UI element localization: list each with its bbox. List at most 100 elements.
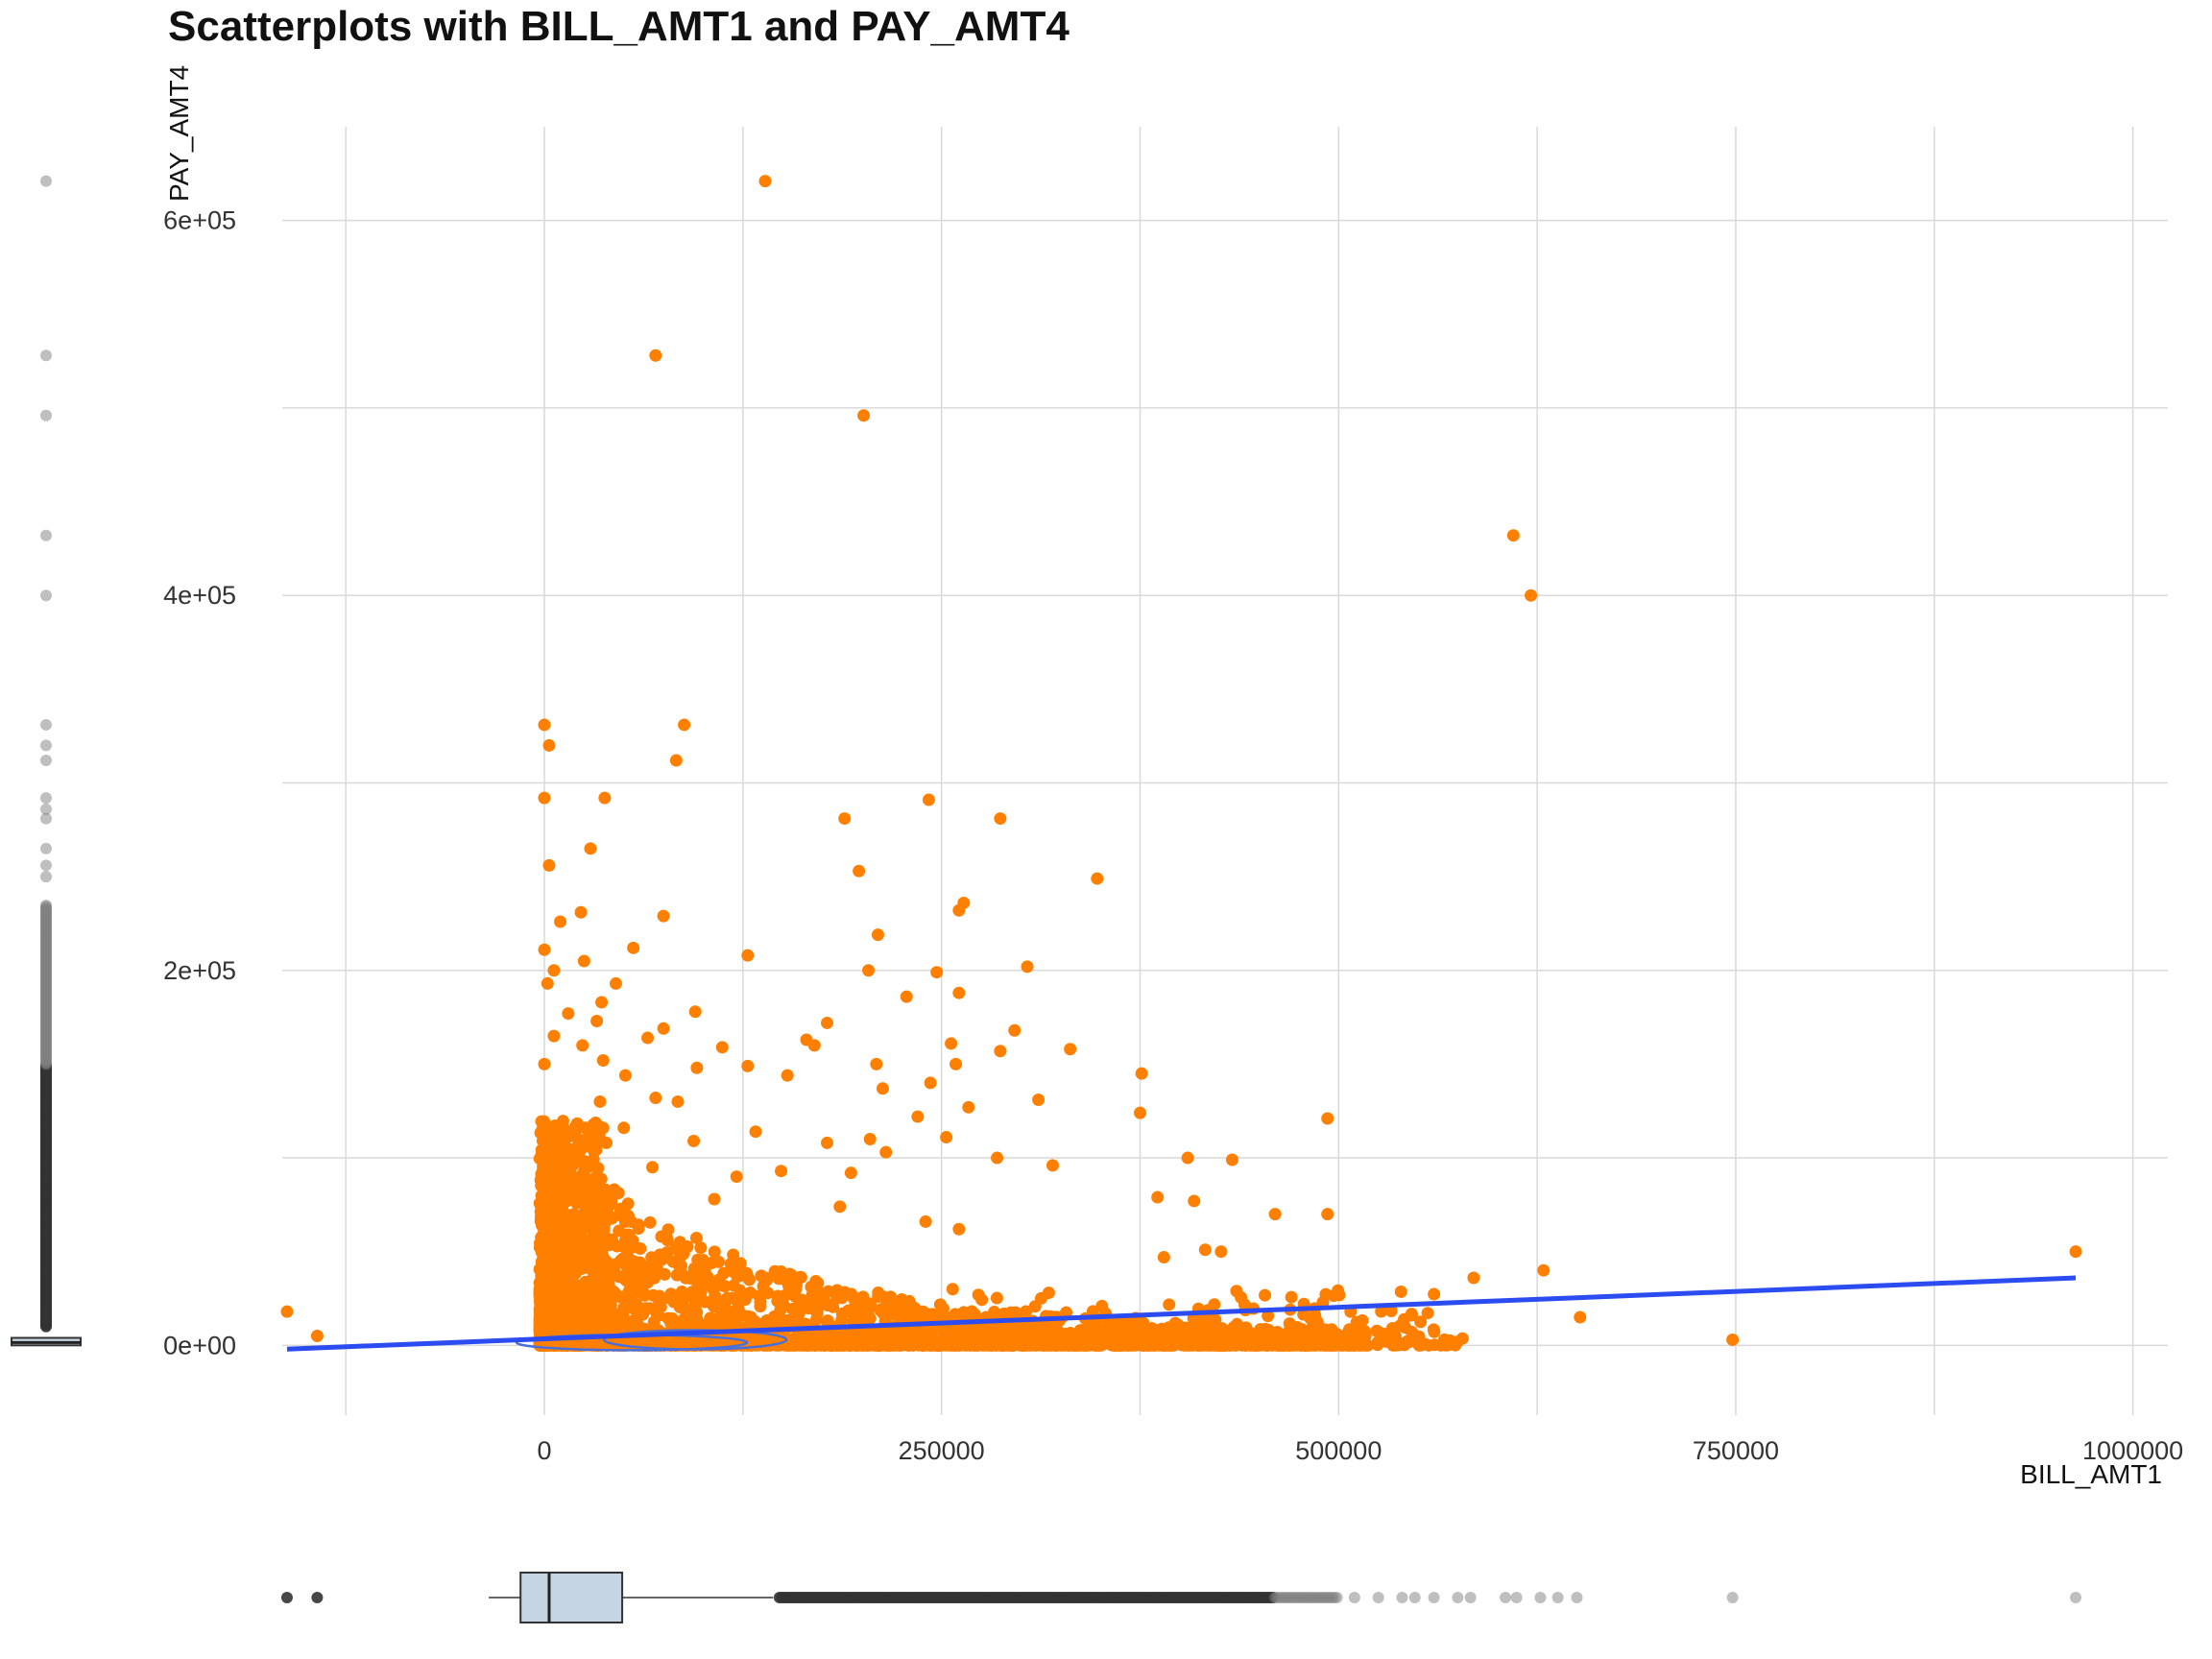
- data-point: [930, 966, 944, 979]
- data-point: [547, 964, 561, 977]
- data-point: [838, 812, 852, 826]
- data-point: [1064, 1043, 1077, 1056]
- data-point: [755, 1269, 768, 1283]
- data-point: [657, 909, 670, 923]
- data-point: [565, 1225, 578, 1238]
- x-outlier-point: [1452, 1592, 1464, 1603]
- data-point: [970, 1334, 983, 1348]
- y-outlier-point: [40, 812, 52, 825]
- data-point: [554, 915, 567, 928]
- data-point: [815, 1338, 829, 1352]
- y-outlier-point: [40, 842, 52, 854]
- data-point: [821, 1016, 834, 1029]
- data-point: [1726, 1333, 1740, 1346]
- data-point: [802, 1336, 815, 1350]
- data-point: [538, 1057, 551, 1070]
- data-point: [545, 1184, 559, 1197]
- data-point: [617, 1201, 631, 1214]
- y-outlier-point: [40, 899, 52, 911]
- regression-line-path: [286, 1275, 2077, 1352]
- data-point: [880, 1328, 894, 1341]
- data-point: [617, 1121, 631, 1135]
- data-point: [1028, 1336, 1042, 1350]
- data-point: [657, 1022, 670, 1035]
- x-outlier-point: [1534, 1592, 1547, 1603]
- data-point: [1399, 1321, 1412, 1334]
- data-point: [1506, 529, 1520, 542]
- data-point: [863, 1133, 877, 1146]
- data-point: [566, 1310, 580, 1324]
- x-tick-label: 750000: [1693, 1436, 1779, 1465]
- data-point: [1148, 1323, 1162, 1336]
- data-point: [833, 1328, 847, 1341]
- data-point: [540, 1225, 553, 1238]
- data-point: [741, 949, 755, 962]
- data-point: [576, 1218, 589, 1232]
- data-point: [641, 1031, 655, 1045]
- data-point: [1375, 1305, 1388, 1318]
- data-point: [554, 1238, 567, 1252]
- data-point: [1303, 1325, 1316, 1338]
- data-point: [1398, 1338, 1411, 1352]
- data-point: [1032, 1094, 1046, 1107]
- data-point: [537, 1164, 550, 1177]
- x-outlier-point: [1571, 1592, 1583, 1603]
- data-point: [592, 1246, 606, 1260]
- data-point: [1049, 1336, 1063, 1350]
- data-point: [749, 1125, 762, 1139]
- data-point: [857, 409, 871, 422]
- y-outlier-point: [40, 803, 52, 815]
- data-point: [805, 1288, 819, 1302]
- data-point: [634, 1242, 647, 1256]
- data-point: [547, 1029, 561, 1043]
- data-point: [1134, 1322, 1147, 1335]
- data-point: [872, 1286, 885, 1299]
- data-point: [1133, 1106, 1146, 1119]
- data-point: [675, 1249, 688, 1262]
- y-marginal-boxplot: [11, 175, 82, 1347]
- data-point: [1321, 1208, 1334, 1221]
- data-point: [570, 1117, 584, 1130]
- data-point: [562, 1007, 575, 1021]
- data-point: [994, 812, 1007, 826]
- data-point: [882, 1338, 896, 1352]
- data-point: [673, 1300, 686, 1313]
- data-point: [1252, 1334, 1265, 1347]
- data-point: [596, 1311, 610, 1325]
- data-point: [645, 1251, 659, 1264]
- data-point: [1231, 1317, 1244, 1331]
- data-point: [950, 1308, 963, 1321]
- data-point: [1285, 1338, 1298, 1352]
- data-point: [554, 1142, 567, 1156]
- data-point: [542, 1243, 556, 1257]
- data-point: [1411, 1334, 1425, 1348]
- x-outlier-point: [1500, 1592, 1512, 1603]
- data-point: [738, 1293, 752, 1307]
- data-point: [1427, 1323, 1440, 1336]
- data-point: [538, 791, 551, 805]
- data-point: [633, 1286, 646, 1299]
- data-point: [732, 1303, 745, 1316]
- y-tick-label: 4e+05: [163, 581, 236, 610]
- data-point: [972, 1288, 985, 1302]
- y-tick-label: 0e+00: [163, 1331, 236, 1359]
- data-point: [696, 1337, 709, 1351]
- data-point: [900, 990, 913, 1003]
- data-point: [862, 964, 876, 977]
- data-point: [1071, 1334, 1085, 1348]
- x-outlier-point: [1348, 1592, 1360, 1603]
- x-outlier-point: [1464, 1592, 1477, 1603]
- data-point: [1428, 1287, 1441, 1301]
- data-point: [1165, 1338, 1178, 1352]
- data-point: [727, 1248, 740, 1262]
- y-outlier-point: [40, 589, 52, 602]
- y-axis-title: PAY_AMT4: [164, 65, 194, 202]
- data-point: [535, 1265, 548, 1279]
- data-point: [637, 1265, 651, 1279]
- data-point: [675, 1285, 688, 1298]
- data-point: [687, 1134, 701, 1147]
- data-point: [649, 349, 662, 362]
- data-point: [1235, 1290, 1248, 1304]
- data-point: [1046, 1159, 1059, 1172]
- data-point: [669, 754, 683, 767]
